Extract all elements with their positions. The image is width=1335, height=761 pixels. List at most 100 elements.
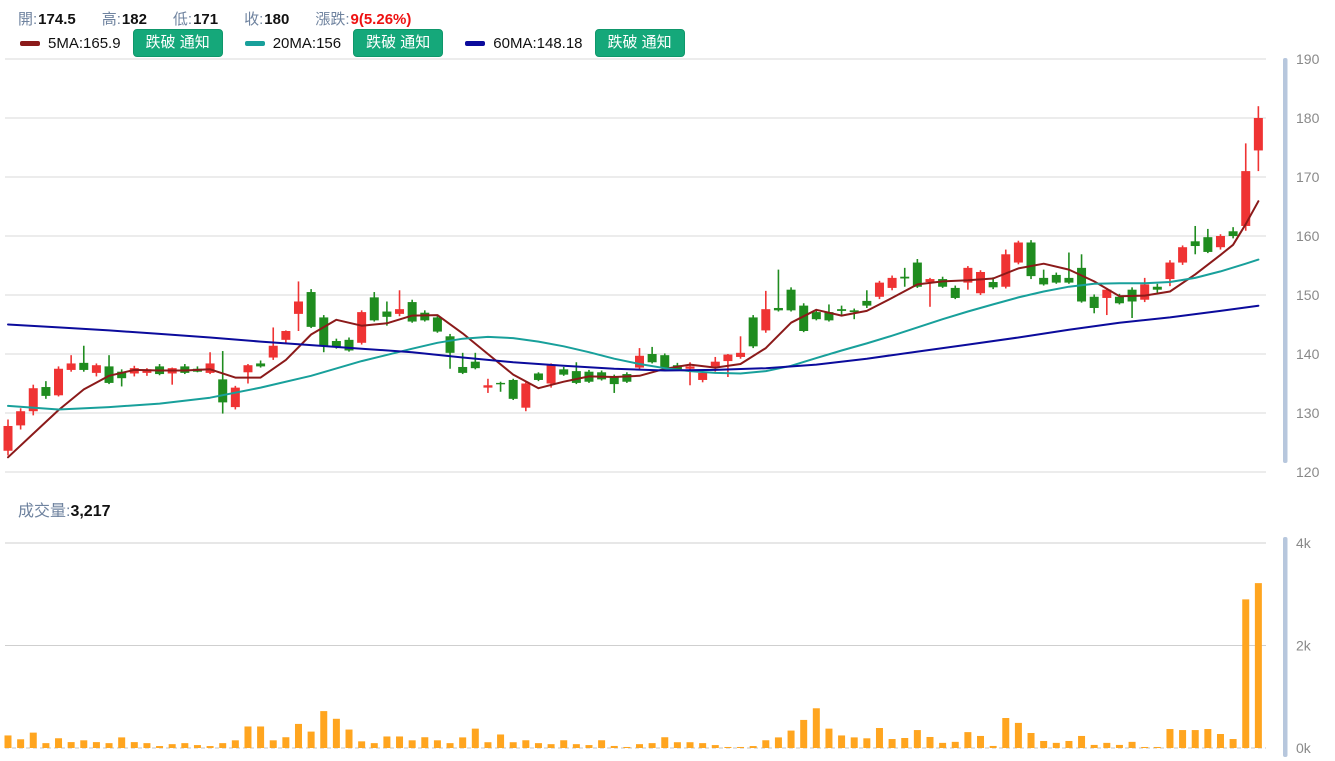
down-candle bbox=[571, 371, 581, 383]
high-field: 高:182 bbox=[102, 8, 147, 29]
volume-bar bbox=[471, 728, 479, 748]
down-candle bbox=[496, 382, 506, 385]
volume-bar bbox=[1179, 730, 1187, 748]
volume-bar bbox=[1103, 742, 1111, 748]
up-candle bbox=[230, 387, 240, 408]
volume-value: 3,217 bbox=[70, 503, 111, 520]
volume-bar bbox=[623, 746, 631, 748]
ma5-line bbox=[7, 200, 1260, 459]
low-field: 低:171 bbox=[173, 8, 218, 29]
volume-bar bbox=[156, 746, 164, 748]
change-field: 漲跌:9(5.26%) bbox=[315, 8, 411, 29]
volume-bar bbox=[307, 731, 315, 748]
volume-bar bbox=[787, 730, 795, 748]
ma60-line-icon bbox=[465, 40, 486, 46]
volume-bar bbox=[724, 746, 732, 748]
volume-bar bbox=[168, 744, 176, 748]
up-candle bbox=[1165, 262, 1175, 280]
down-candle bbox=[117, 371, 127, 379]
volume-bar bbox=[1040, 740, 1048, 748]
volume-bar bbox=[711, 745, 719, 748]
down-candle bbox=[104, 366, 114, 383]
volume-bar bbox=[446, 743, 454, 748]
up-candle bbox=[16, 411, 26, 426]
up-candle bbox=[1140, 284, 1150, 300]
volume-bar bbox=[257, 726, 265, 748]
down-candle bbox=[1228, 231, 1238, 236]
volume-bar bbox=[92, 742, 100, 748]
volume-bar bbox=[737, 746, 745, 748]
down-candle bbox=[1203, 237, 1213, 252]
up-candle bbox=[3, 425, 13, 451]
volume-bar bbox=[1027, 732, 1035, 748]
close-value: 180 bbox=[264, 11, 290, 28]
volume-bar bbox=[1216, 734, 1224, 748]
volume-bar bbox=[1141, 746, 1149, 748]
volume-bar bbox=[105, 743, 113, 748]
down-candle bbox=[458, 366, 468, 373]
volume-bar bbox=[433, 740, 441, 748]
down-candle bbox=[1114, 296, 1124, 304]
volume-bar bbox=[459, 737, 467, 748]
volume-tick-label: 4k bbox=[1296, 535, 1312, 551]
ma20-label: 20MA:156 bbox=[272, 34, 342, 52]
volume-bar bbox=[989, 745, 997, 748]
volume-bar bbox=[560, 740, 568, 748]
ma60-break-alert-button[interactable]: 跌破 通知 bbox=[594, 29, 685, 57]
volume-bar bbox=[509, 742, 517, 748]
ohlc-header: 開:174.5 高:182 低:171 收:180 漲跌:9(5.26%) bbox=[18, 8, 411, 29]
down-candle bbox=[988, 282, 998, 288]
ma5-line-icon bbox=[20, 40, 40, 46]
volume-bar bbox=[926, 736, 934, 748]
down-candle bbox=[862, 300, 872, 306]
down-candle bbox=[786, 289, 796, 311]
volume-bar bbox=[320, 711, 328, 748]
up-candle bbox=[293, 301, 303, 314]
ma20-break-alert-button[interactable]: 跌破 通知 bbox=[353, 29, 444, 57]
down-candle bbox=[609, 376, 619, 385]
open-value: 174.5 bbox=[38, 11, 76, 28]
volume-bar bbox=[1090, 744, 1098, 748]
down-candle bbox=[824, 312, 834, 321]
price-axis-scrollbar[interactable] bbox=[1283, 58, 1288, 463]
volume-bar bbox=[1002, 718, 1010, 748]
ma5-break-alert-button[interactable]: 跌破 通知 bbox=[132, 29, 223, 57]
ma60-legend-group: 60MA:148.18 跌破 通知 bbox=[465, 29, 685, 57]
up-candle bbox=[710, 361, 720, 367]
down-candle bbox=[912, 262, 922, 287]
volume-axis-scrollbar[interactable] bbox=[1283, 537, 1288, 757]
up-candle bbox=[635, 355, 644, 368]
volume-bar bbox=[964, 732, 972, 748]
price-gridlines bbox=[5, 58, 1266, 473]
volume-bar bbox=[1052, 742, 1060, 748]
price-tick-label: 130 bbox=[1296, 405, 1320, 421]
ma20-legend-group: 20MA:156 跌破 通知 bbox=[244, 29, 444, 57]
down-candle bbox=[647, 354, 657, 363]
volume-bar bbox=[118, 737, 126, 748]
volume-bar bbox=[345, 729, 353, 748]
volume-header: 成交量:3,217 bbox=[18, 497, 111, 521]
volume-bar bbox=[231, 740, 239, 748]
down-candle bbox=[837, 309, 847, 311]
up-candle bbox=[1013, 242, 1023, 263]
volume-bar bbox=[17, 739, 25, 748]
volume-bar bbox=[408, 740, 416, 748]
change-label: 漲跌: bbox=[315, 11, 350, 28]
down-candle bbox=[41, 387, 51, 396]
volume-bar bbox=[598, 740, 606, 748]
volume-bar bbox=[1191, 730, 1199, 748]
up-candle bbox=[357, 312, 367, 343]
ma-legend: 5MA:165.9 跌破 通知 20MA:156 跌破 通知 60MA:148.… bbox=[20, 29, 685, 57]
up-candle bbox=[66, 363, 76, 370]
price-axis-labels: 190 180 170 160 150 140 130 120 bbox=[1296, 51, 1320, 480]
price-tick-label: 180 bbox=[1296, 110, 1320, 126]
up-candle bbox=[483, 385, 493, 388]
volume-bar bbox=[636, 744, 643, 748]
volume-bar bbox=[1204, 729, 1212, 748]
down-candle bbox=[1152, 286, 1162, 290]
up-candle bbox=[685, 366, 695, 369]
volume-bar bbox=[193, 745, 201, 748]
down-candle bbox=[950, 287, 960, 298]
volume-bar bbox=[800, 719, 808, 748]
volume-bar bbox=[497, 734, 505, 748]
